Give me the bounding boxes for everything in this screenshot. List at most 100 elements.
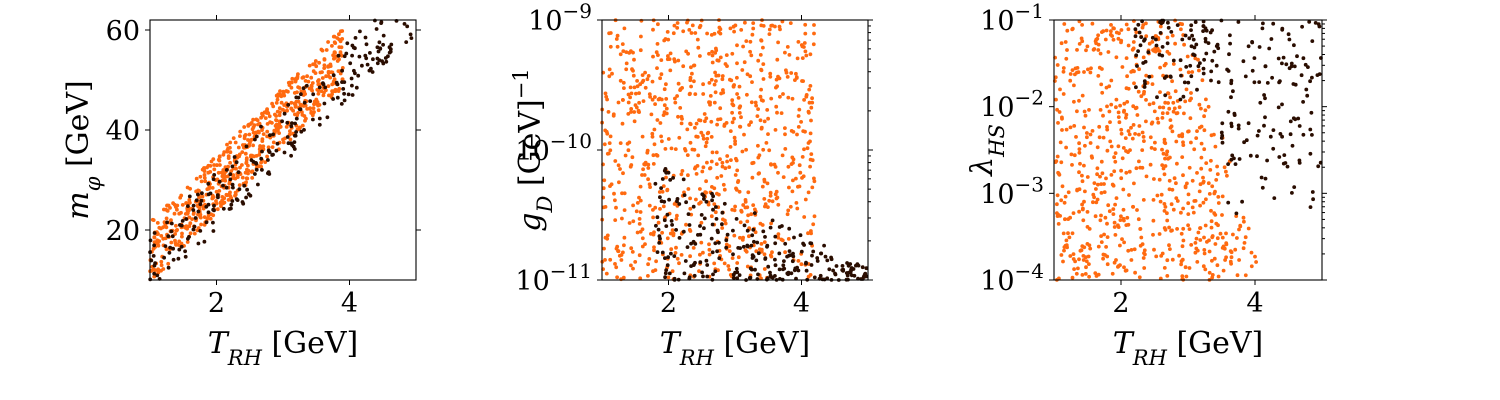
data-point	[1071, 211, 1076, 216]
data-point	[663, 147, 668, 151]
data-point	[672, 23, 677, 28]
data-point	[1165, 111, 1170, 115]
data-point	[732, 29, 736, 34]
data-point	[776, 170, 780, 175]
data-point	[607, 141, 612, 146]
data-point	[324, 48, 329, 52]
data-point	[1175, 161, 1179, 166]
data-point	[1167, 187, 1172, 192]
data-point	[688, 91, 692, 96]
data-point	[692, 262, 696, 267]
data-point	[1076, 266, 1080, 271]
data-point	[1218, 231, 1223, 236]
data-point	[822, 243, 826, 248]
data-point	[1077, 98, 1081, 103]
data-point	[1117, 120, 1122, 125]
data-point	[212, 167, 217, 172]
data-point	[710, 198, 714, 203]
data-point	[676, 114, 680, 119]
data-point	[1116, 110, 1121, 115]
x-tick-label: 4	[1246, 288, 1263, 319]
data-point	[1205, 240, 1209, 244]
data-point	[694, 197, 698, 202]
data-point	[750, 80, 754, 84]
data-point	[632, 119, 637, 124]
data-point	[655, 250, 660, 255]
data-point	[707, 81, 712, 85]
data-point	[800, 155, 805, 159]
data-point	[637, 100, 641, 105]
data-point	[1199, 166, 1204, 171]
data-point	[326, 69, 331, 74]
data-point	[1216, 274, 1221, 279]
data-point	[669, 219, 674, 223]
data-point	[738, 124, 742, 129]
data-point	[211, 229, 216, 233]
data-point	[735, 75, 739, 80]
data-point	[1215, 172, 1220, 177]
data-point	[1197, 189, 1202, 194]
data-point	[714, 217, 719, 221]
data-point	[1153, 140, 1157, 145]
data-point	[758, 221, 763, 226]
data-point	[727, 165, 732, 170]
data-point	[1055, 193, 1060, 198]
data-point	[345, 41, 350, 46]
data-point	[606, 151, 611, 156]
data-point	[761, 24, 766, 28]
data-point	[688, 196, 692, 201]
data-point	[737, 111, 742, 115]
data-point	[1063, 194, 1068, 199]
plot-frame	[149, 19, 417, 281]
data-point	[249, 137, 254, 142]
data-point	[315, 87, 320, 92]
data-point	[281, 89, 286, 94]
data-point	[1144, 73, 1149, 78]
data-point	[363, 53, 368, 58]
data-point	[846, 263, 851, 268]
data-point	[1181, 143, 1186, 148]
data-point	[712, 31, 717, 36]
data-point	[324, 74, 328, 79]
data-point	[639, 34, 643, 39]
data-point	[1084, 48, 1088, 53]
data-point	[1057, 110, 1062, 114]
data-point	[228, 177, 233, 182]
data-point	[163, 244, 168, 249]
data-point	[1142, 266, 1147, 270]
data-point	[1202, 114, 1206, 119]
data-point	[1137, 275, 1142, 280]
data-point	[730, 51, 735, 56]
data-point	[1070, 275, 1075, 280]
data-point	[756, 272, 760, 277]
data-point	[1122, 240, 1126, 245]
data-point	[801, 174, 806, 179]
data-point	[1088, 70, 1093, 75]
data-point	[701, 274, 705, 279]
data-point	[1181, 140, 1185, 145]
data-point	[652, 245, 656, 250]
data-point	[1125, 74, 1129, 79]
data-point	[222, 150, 227, 155]
data-point	[762, 197, 767, 201]
y-axis-label: gD [GeV]−1	[509, 68, 557, 231]
data-point	[275, 97, 280, 102]
data-point	[785, 75, 790, 79]
data-point	[370, 70, 375, 74]
data-point	[1080, 173, 1084, 178]
data-point	[175, 203, 180, 208]
data-point	[171, 246, 176, 251]
data-point	[796, 259, 801, 263]
data-point	[1149, 146, 1154, 150]
data-point	[697, 269, 701, 273]
data-point	[810, 96, 814, 101]
data-point	[767, 32, 772, 36]
data-point	[710, 250, 715, 255]
data-point	[202, 169, 207, 174]
data-point	[622, 191, 627, 196]
data-point	[197, 205, 202, 210]
data-point	[650, 134, 655, 139]
data-point	[722, 201, 727, 206]
data-point	[225, 142, 229, 147]
data-point	[1154, 43, 1159, 48]
